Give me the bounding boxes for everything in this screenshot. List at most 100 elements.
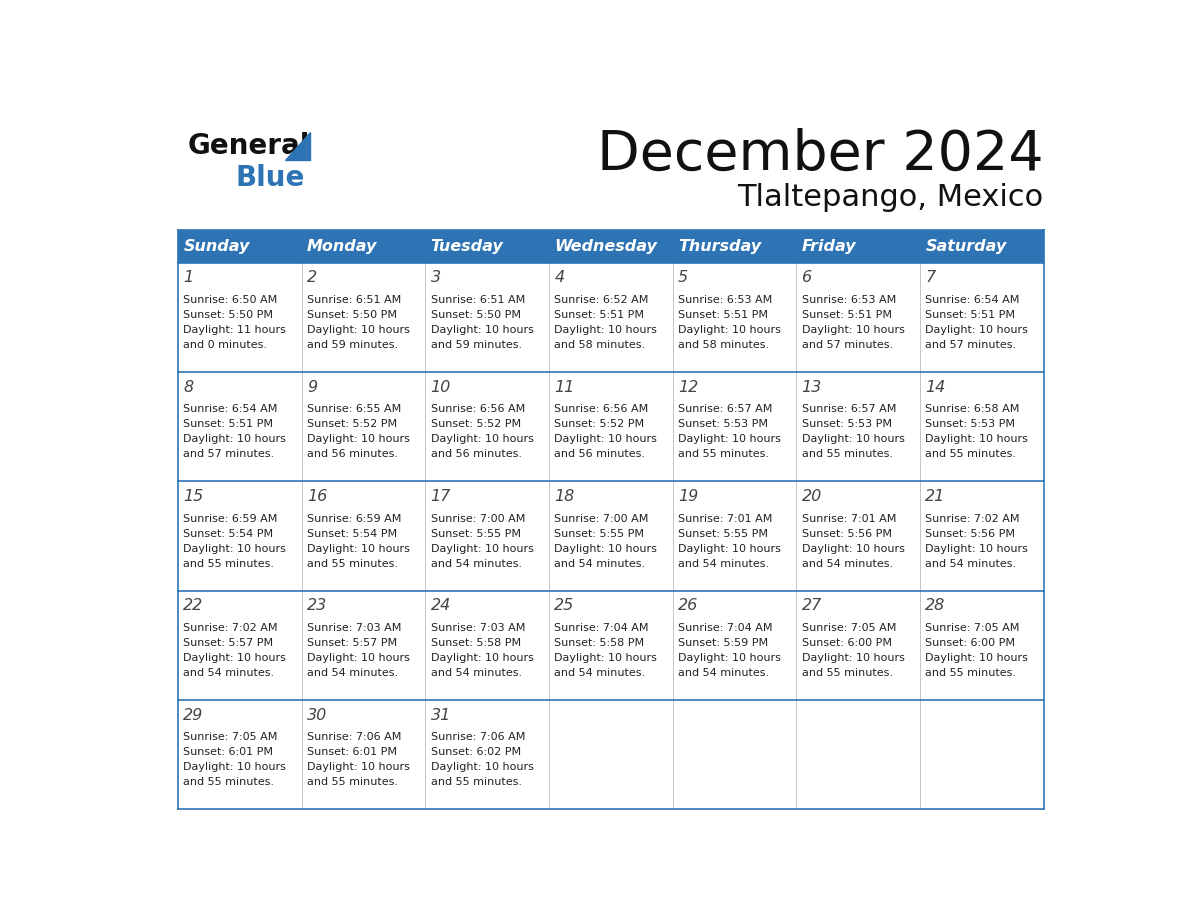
Text: Sunrise: 6:54 AM: Sunrise: 6:54 AM [183,404,278,414]
Text: Sunset: 5:58 PM: Sunset: 5:58 PM [431,638,520,648]
Text: and 54 minutes.: and 54 minutes. [925,559,1017,568]
Text: and 57 minutes.: and 57 minutes. [802,340,893,350]
Text: Sunrise: 7:05 AM: Sunrise: 7:05 AM [925,623,1019,633]
Text: Sunset: 5:51 PM: Sunset: 5:51 PM [925,310,1016,320]
Text: and 54 minutes.: and 54 minutes. [555,559,645,568]
Text: Sunset: 6:00 PM: Sunset: 6:00 PM [925,638,1016,648]
Text: and 55 minutes.: and 55 minutes. [678,449,769,459]
Bar [549,590,672,700]
Text: Daylight: 10 hours: Daylight: 10 hours [678,325,781,335]
Text: Daylight: 10 hours: Daylight: 10 hours [925,434,1029,444]
Bar [178,372,302,481]
Text: 22: 22 [183,599,203,613]
Bar [425,263,549,372]
Text: Sunrise: 6:53 AM: Sunrise: 6:53 AM [802,295,896,305]
Text: Daylight: 10 hours: Daylight: 10 hours [555,543,657,554]
Bar [302,481,425,590]
Text: Sunrise: 6:55 AM: Sunrise: 6:55 AM [307,404,402,414]
Bar [302,230,425,263]
Text: December 2024: December 2024 [598,128,1043,182]
Text: and 59 minutes.: and 59 minutes. [431,340,522,350]
Text: 1: 1 [183,270,194,285]
Text: 17: 17 [431,489,451,504]
Text: 12: 12 [678,380,699,395]
Bar [672,230,796,263]
Text: Friday: Friday [802,239,857,254]
Bar [796,481,920,590]
Bar [672,481,796,590]
Text: 31: 31 [431,708,451,722]
Text: and 55 minutes.: and 55 minutes. [431,778,522,788]
Text: 10: 10 [431,380,451,395]
Text: Sunrise: 6:59 AM: Sunrise: 6:59 AM [307,514,402,523]
Bar [425,372,549,481]
Bar [920,590,1043,700]
Text: Sunset: 5:53 PM: Sunset: 5:53 PM [678,420,769,430]
Text: Sunset: 5:51 PM: Sunset: 5:51 PM [678,310,769,320]
Text: 5: 5 [678,270,688,285]
Text: Sunrise: 6:53 AM: Sunrise: 6:53 AM [678,295,772,305]
Text: Sunrise: 7:05 AM: Sunrise: 7:05 AM [802,623,896,633]
Text: and 55 minutes.: and 55 minutes. [183,778,274,788]
Text: Sunrise: 6:54 AM: Sunrise: 6:54 AM [925,295,1019,305]
Bar [549,481,672,590]
Bar [920,481,1043,590]
Text: General: General [188,131,310,160]
Text: Daylight: 10 hours: Daylight: 10 hours [431,434,533,444]
Bar [672,372,796,481]
Text: Sunrise: 7:02 AM: Sunrise: 7:02 AM [925,514,1019,523]
Text: and 55 minutes.: and 55 minutes. [183,559,274,568]
Bar [920,700,1043,810]
Bar [302,263,425,372]
Text: 26: 26 [678,599,699,613]
Text: and 54 minutes.: and 54 minutes. [802,559,893,568]
Text: Sunset: 6:01 PM: Sunset: 6:01 PM [307,747,397,757]
Text: Daylight: 10 hours: Daylight: 10 hours [802,653,904,663]
Text: Sunset: 5:52 PM: Sunset: 5:52 PM [431,420,520,430]
Text: 16: 16 [307,489,327,504]
Text: Daylight: 10 hours: Daylight: 10 hours [925,325,1029,335]
Text: Sunset: 6:01 PM: Sunset: 6:01 PM [183,747,273,757]
Text: 7: 7 [925,270,935,285]
Text: Tuesday: Tuesday [431,239,504,254]
Bar [178,230,302,263]
Text: 23: 23 [307,599,327,613]
Text: 29: 29 [183,708,203,722]
Text: Thursday: Thursday [678,239,762,254]
Text: Sunset: 5:50 PM: Sunset: 5:50 PM [307,310,397,320]
Text: Daylight: 10 hours: Daylight: 10 hours [802,434,904,444]
Text: Sunset: 5:55 PM: Sunset: 5:55 PM [555,529,644,539]
Text: Sunset: 6:00 PM: Sunset: 6:00 PM [802,638,892,648]
Text: Sunrise: 7:03 AM: Sunrise: 7:03 AM [431,623,525,633]
Text: and 56 minutes.: and 56 minutes. [307,449,398,459]
Text: Daylight: 10 hours: Daylight: 10 hours [183,434,286,444]
Text: Daylight: 11 hours: Daylight: 11 hours [183,325,286,335]
Text: Sunrise: 6:57 AM: Sunrise: 6:57 AM [678,404,772,414]
Text: Sunrise: 7:04 AM: Sunrise: 7:04 AM [555,623,649,633]
Bar [672,263,796,372]
Text: Daylight: 10 hours: Daylight: 10 hours [307,653,410,663]
Text: Daylight: 10 hours: Daylight: 10 hours [307,325,410,335]
Bar [549,700,672,810]
Bar [425,590,549,700]
Bar [425,481,549,590]
Text: and 55 minutes.: and 55 minutes. [925,449,1017,459]
Text: Daylight: 10 hours: Daylight: 10 hours [307,543,410,554]
Text: 19: 19 [678,489,699,504]
Text: Sunset: 5:53 PM: Sunset: 5:53 PM [802,420,892,430]
Text: Sunset: 5:51 PM: Sunset: 5:51 PM [802,310,892,320]
Text: Sunset: 5:54 PM: Sunset: 5:54 PM [307,529,397,539]
Text: Sunset: 6:02 PM: Sunset: 6:02 PM [431,747,520,757]
Text: Sunrise: 7:01 AM: Sunrise: 7:01 AM [678,514,772,523]
Text: Sunrise: 6:57 AM: Sunrise: 6:57 AM [802,404,896,414]
Text: and 55 minutes.: and 55 minutes. [307,778,398,788]
Bar [425,700,549,810]
Text: Sunset: 5:59 PM: Sunset: 5:59 PM [678,638,769,648]
Text: Blue: Blue [235,164,304,192]
Text: Sunrise: 6:56 AM: Sunrise: 6:56 AM [555,404,649,414]
Text: 18: 18 [555,489,575,504]
Text: Sunrise: 7:05 AM: Sunrise: 7:05 AM [183,733,278,743]
Text: 4: 4 [555,270,564,285]
Text: Daylight: 10 hours: Daylight: 10 hours [307,434,410,444]
Text: 13: 13 [802,380,822,395]
